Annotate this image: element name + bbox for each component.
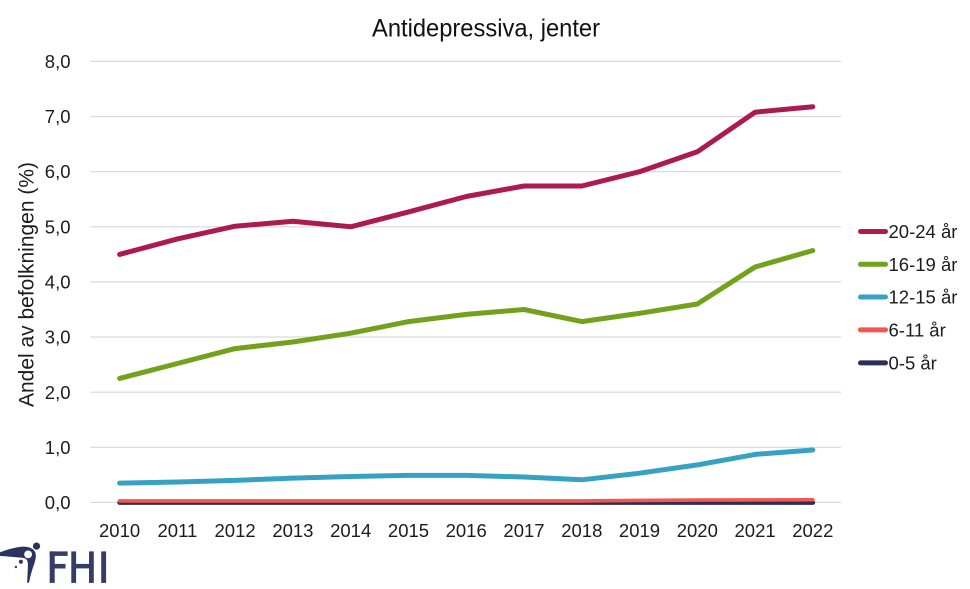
svg-text:2022: 2022: [792, 520, 833, 541]
svg-text:7,0: 7,0: [45, 106, 71, 127]
svg-text:2014: 2014: [330, 520, 371, 541]
svg-text:20-24 år: 20-24 år: [889, 221, 958, 242]
svg-text:2016: 2016: [446, 520, 487, 541]
svg-text:5,0: 5,0: [45, 216, 71, 237]
svg-text:2017: 2017: [503, 520, 544, 541]
svg-text:2020: 2020: [677, 520, 718, 541]
svg-text:2012: 2012: [215, 520, 256, 541]
svg-text:12-15 år: 12-15 år: [889, 287, 958, 308]
svg-text:Antidepressiva, jenter: Antidepressiva, jenter: [372, 15, 600, 43]
svg-text:0,0: 0,0: [45, 492, 71, 513]
svg-text:2018: 2018: [561, 520, 602, 541]
svg-text:0-5 år: 0-5 år: [889, 353, 937, 374]
svg-text:4,0: 4,0: [45, 272, 71, 293]
svg-text:2,0: 2,0: [45, 382, 71, 403]
svg-text:1,0: 1,0: [45, 437, 71, 458]
svg-text:6-11 år: 6-11 år: [889, 320, 946, 341]
svg-text:16-19 år: 16-19 år: [889, 254, 958, 275]
svg-text:8,0: 8,0: [45, 51, 71, 72]
svg-text:2013: 2013: [272, 520, 313, 541]
svg-text:2011: 2011: [158, 520, 198, 541]
svg-text:2015: 2015: [388, 520, 429, 541]
svg-text:6,0: 6,0: [45, 161, 71, 182]
svg-text:2010: 2010: [99, 520, 140, 541]
svg-text:2021: 2021: [735, 520, 776, 541]
svg-text:2019: 2019: [619, 520, 660, 541]
svg-text:Andel av befolkningen (%): Andel av befolkningen (%): [16, 162, 39, 407]
svg-text:3,0: 3,0: [45, 327, 71, 348]
